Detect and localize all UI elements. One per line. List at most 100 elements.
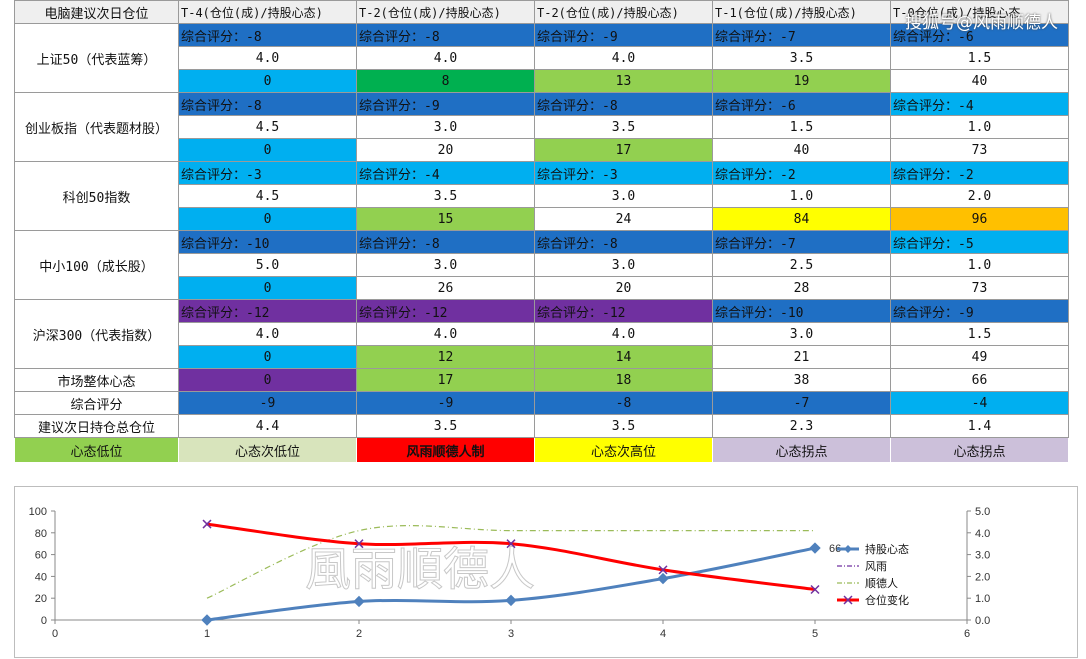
mood-cell[interactable]: 21	[712, 345, 891, 369]
position-cell[interactable]: 4.0	[178, 322, 357, 346]
score-cell[interactable]: 综合评分：-3	[534, 161, 713, 185]
score-cell[interactable]: 综合评分：-2	[890, 161, 1069, 185]
summary-cell[interactable]: -4	[890, 391, 1069, 415]
score-cell[interactable]: 综合评分：-4	[356, 161, 535, 185]
score-cell[interactable]: 综合评分：-8	[534, 230, 713, 254]
position-cell[interactable]: 4.0	[178, 46, 357, 70]
position-cell[interactable]: 4.0	[534, 46, 713, 70]
corner-cell[interactable]: 电脑建议次日仓位	[14, 0, 179, 24]
position-cell[interactable]: 3.0	[534, 184, 713, 208]
mood-cell[interactable]: 40	[712, 138, 891, 162]
score-cell[interactable]: 综合评分：-12	[534, 299, 713, 323]
summary-cell[interactable]: -9	[178, 391, 357, 415]
header-cell[interactable]: T-1(仓位(成)/持股心态)	[712, 0, 891, 24]
index-label[interactable]: 创业板指（代表题材股）	[14, 92, 179, 162]
chart-container[interactable]: 風雨順德人 0 20 40 60 80 100 0.0 1.0 2.0 3.0 4.0 5.0 0 1 2 3 4…	[14, 486, 1078, 658]
position-cell[interactable]: 1.0	[712, 184, 891, 208]
score-cell[interactable]: 综合评分：-9	[356, 92, 535, 116]
mood-cell[interactable]: 14	[534, 345, 713, 369]
position-cell[interactable]: 5.0	[178, 253, 357, 277]
position-cell[interactable]: 1.5	[712, 115, 891, 139]
mood-cell[interactable]: 20	[356, 138, 535, 162]
legend-cell[interactable]: 心态次高位	[534, 437, 713, 463]
mood-cell[interactable]: 0	[178, 69, 357, 93]
score-cell[interactable]: 综合评分：-8	[178, 23, 357, 47]
mood-cell[interactable]: 0	[178, 138, 357, 162]
mood-cell[interactable]: 0	[178, 207, 357, 231]
mood-cell[interactable]: 20	[534, 276, 713, 300]
position-cell[interactable]: 3.0	[356, 115, 535, 139]
position-cell[interactable]: 4.0	[534, 322, 713, 346]
mood-cell[interactable]: 84	[712, 207, 891, 231]
position-cell[interactable]: 3.0	[534, 253, 713, 277]
mood-cell[interactable]: 26	[356, 276, 535, 300]
summary-cell[interactable]: 1.4	[890, 414, 1069, 438]
position-cell[interactable]: 2.0	[890, 184, 1069, 208]
score-cell[interactable]: 综合评分：-7	[712, 230, 891, 254]
legend-cell[interactable]: 心态次低位	[178, 437, 357, 463]
summary-cell[interactable]: 2.3	[712, 414, 891, 438]
position-cell[interactable]: 1.0	[890, 253, 1069, 277]
mood-cell[interactable]: 12	[356, 345, 535, 369]
position-cell[interactable]: 1.0	[890, 115, 1069, 139]
header-cell[interactable]: T-4(仓位(成)/持股心态)	[178, 0, 357, 24]
index-label[interactable]: 沪深300（代表指数）	[14, 299, 179, 369]
summary-label[interactable]: 综合评分	[14, 391, 179, 415]
mood-cell[interactable]: 19	[712, 69, 891, 93]
position-cell[interactable]: 4.5	[178, 184, 357, 208]
score-cell[interactable]: 综合评分：-9	[890, 299, 1069, 323]
score-cell[interactable]: 综合评分：-5	[890, 230, 1069, 254]
score-cell[interactable]: 综合评分：-8	[178, 92, 357, 116]
index-label[interactable]: 科创50指数	[14, 161, 179, 231]
position-cell[interactable]: 3.5	[356, 184, 535, 208]
summary-label[interactable]: 市场整体心态	[14, 368, 179, 392]
summary-cell[interactable]: -8	[534, 391, 713, 415]
mood-cell[interactable]: 28	[712, 276, 891, 300]
score-cell[interactable]: 综合评分：-4	[890, 92, 1069, 116]
position-cell[interactable]: 3.5	[712, 46, 891, 70]
index-label[interactable]: 中小100（成长股）	[14, 230, 179, 300]
legend-cell[interactable]: 心态低位	[14, 437, 179, 463]
score-cell[interactable]: 综合评分：-3	[178, 161, 357, 185]
score-cell[interactable]: 综合评分：-7	[712, 23, 891, 47]
position-cell[interactable]: 2.5	[712, 253, 891, 277]
index-label[interactable]: 上证50（代表蓝筹）	[14, 23, 179, 93]
mood-cell[interactable]: 13	[534, 69, 713, 93]
legend-cell[interactable]: 风雨顺德人制	[356, 437, 535, 463]
position-cell[interactable]: 4.0	[356, 46, 535, 70]
summary-cell[interactable]: -9	[356, 391, 535, 415]
score-cell[interactable]: 综合评分：-6	[890, 23, 1069, 47]
position-cell[interactable]: 3.5	[534, 115, 713, 139]
position-cell[interactable]: 1.5	[890, 46, 1069, 70]
mood-cell[interactable]: 8	[356, 69, 535, 93]
score-cell[interactable]: 综合评分：-10	[712, 299, 891, 323]
score-cell[interactable]: 综合评分：-9	[534, 23, 713, 47]
mood-cell[interactable]: 15	[356, 207, 535, 231]
position-cell[interactable]: 3.0	[712, 322, 891, 346]
mood-cell[interactable]: 0	[178, 345, 357, 369]
summary-cell[interactable]: 0	[178, 368, 357, 392]
summary-cell[interactable]: 4.4	[178, 414, 357, 438]
mood-cell[interactable]: 40	[890, 69, 1069, 93]
score-cell[interactable]: 综合评分：-12	[178, 299, 357, 323]
position-cell[interactable]: 1.5	[890, 322, 1069, 346]
mood-cell[interactable]: 73	[890, 276, 1069, 300]
legend-cell[interactable]: 心态拐点	[712, 437, 891, 463]
mood-cell[interactable]: 24	[534, 207, 713, 231]
position-cell[interactable]: 4.5	[178, 115, 357, 139]
summary-cell[interactable]: 3.5	[356, 414, 535, 438]
legend-cell[interactable]: 心态拐点	[890, 437, 1069, 463]
header-cell[interactable]: T-2(仓位(成)/持股心态)	[356, 0, 535, 24]
summary-cell[interactable]: 38	[712, 368, 891, 392]
mood-cell[interactable]: 73	[890, 138, 1069, 162]
score-cell[interactable]: 综合评分：-8	[534, 92, 713, 116]
mood-cell[interactable]: 17	[534, 138, 713, 162]
summary-cell[interactable]: 18	[534, 368, 713, 392]
summary-cell[interactable]: 3.5	[534, 414, 713, 438]
summary-cell[interactable]: 17	[356, 368, 535, 392]
position-cell[interactable]: 3.0	[356, 253, 535, 277]
score-cell[interactable]: 综合评分：-2	[712, 161, 891, 185]
score-cell[interactable]: 综合评分：-6	[712, 92, 891, 116]
summary-cell[interactable]: -7	[712, 391, 891, 415]
score-cell[interactable]: 综合评分：-8	[356, 230, 535, 254]
